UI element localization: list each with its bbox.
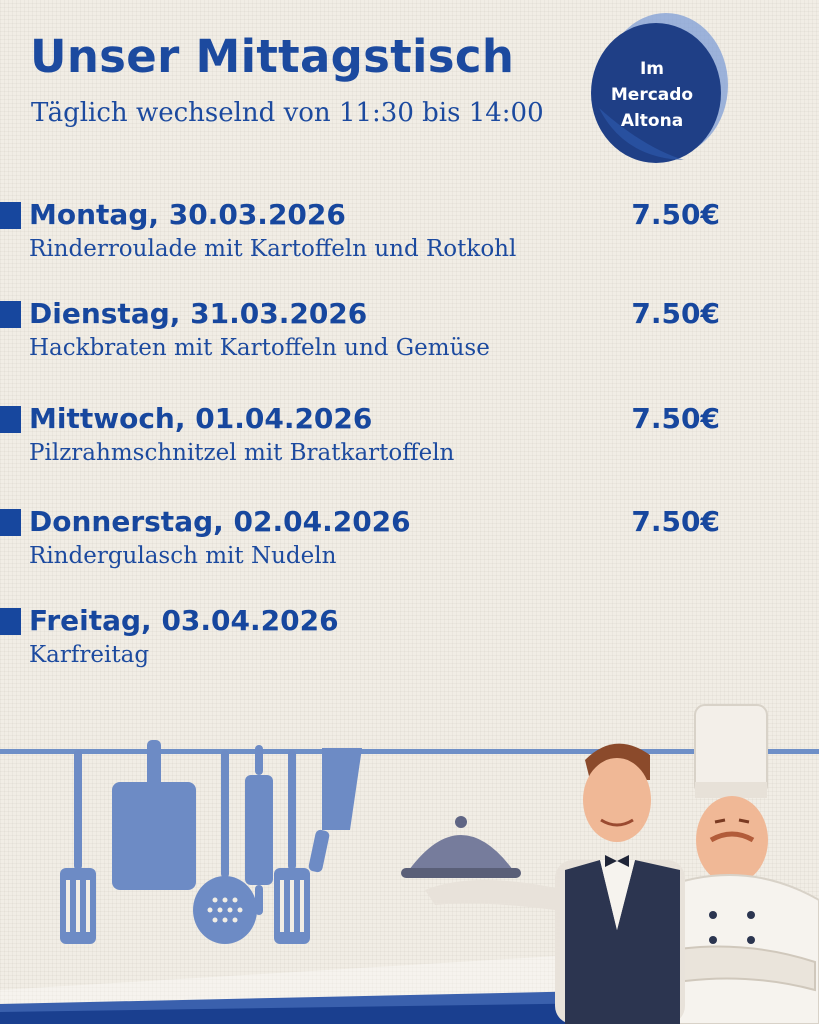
menu-price: 7.50€: [631, 198, 720, 231]
menu-dish: Hackbraten mit Kartoffeln und Gemüse: [29, 335, 490, 361]
menu-dish: Rinderroulade mit Kartoffeln und Rotkohl: [29, 236, 517, 262]
menu-item-wednesday: Mittwoch, 01.04.2026 7.50€ Pilzrahmschni…: [0, 402, 819, 482]
badge-circle: [591, 13, 728, 163]
badge-line-1: Im: [639, 59, 665, 79]
serving-cloche-icon: [401, 816, 521, 878]
kitchen-utensils-illustration: [60, 740, 362, 944]
utensil-rail: [0, 749, 819, 754]
menu-item-monday: Montag, 30.03.2026 7.50€ Rinderroulade m…: [0, 198, 819, 278]
cutting-board-icon: [112, 740, 196, 890]
menu-day: Dienstag, 31.03.2026: [29, 297, 368, 330]
menu-dish: Karfreitag: [29, 642, 150, 668]
bullet-marker: [0, 509, 21, 536]
bullet-marker: [0, 301, 21, 328]
menu-day: Montag, 30.03.2026: [29, 198, 346, 231]
badge-line-2: Mercado: [610, 85, 694, 105]
staff-illustration: [401, 704, 819, 1024]
menu-item-tuesday: Dienstag, 31.03.2026 7.50€ Hackbraten mi…: [0, 297, 819, 377]
menu-price: 7.50€: [631, 402, 720, 435]
page-title: Unser Mittagstisch: [30, 30, 515, 83]
skimmer-icon: [193, 750, 257, 944]
bullet-marker: [0, 406, 21, 433]
menu-dish: Rindergulasch mit Nudeln: [29, 543, 337, 569]
menu-price: 7.50€: [631, 505, 720, 538]
rolling-pin-icon: [245, 745, 273, 915]
location-badge: Im Mercado Altona: [584, 8, 734, 170]
menu-dish: Pilzrahmschnitzel mit Bratkartoffeln: [29, 440, 455, 466]
opening-hours: Täglich wechselnd von 11:30 bis 14:00: [31, 98, 544, 128]
waiter-figure: [425, 743, 685, 1024]
menu-item-thursday: Donnerstag, 02.04.2026 7.50€ Rindergulas…: [0, 505, 819, 585]
bullet-marker: [0, 608, 21, 635]
menu-day: Donnerstag, 02.04.2026: [29, 505, 411, 538]
badge-line-3: Altona: [620, 111, 684, 131]
menu-price: 7.50€: [631, 297, 720, 330]
cleaver-icon: [308, 748, 362, 873]
bullet-marker: [0, 202, 21, 229]
menu-day: Mittwoch, 01.04.2026: [29, 402, 373, 435]
menu-item-friday: Freitag, 03.04.2026 Karfreitag: [0, 604, 819, 684]
menu-day: Freitag, 03.04.2026: [29, 604, 339, 637]
